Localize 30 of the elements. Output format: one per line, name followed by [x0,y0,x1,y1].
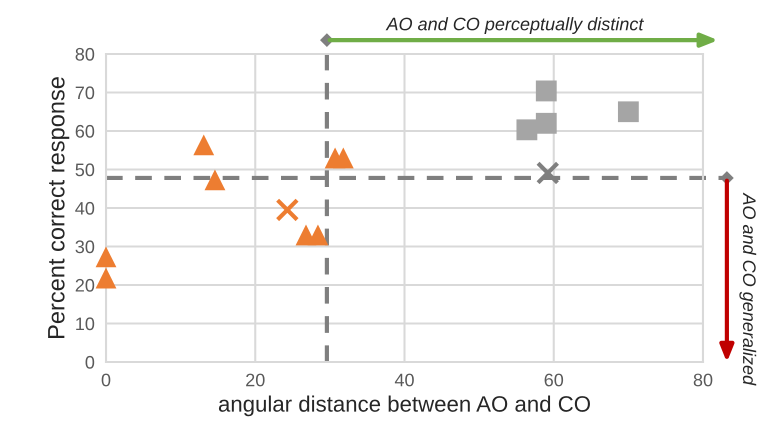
y-tick-label: 50 [76,163,94,176]
x-tick-label: 40 [394,374,414,386]
point [536,161,560,185]
text: AO and CO generalized [739,192,756,386]
y-tick-label: 30 [75,240,94,254]
x-tick-label: 80 [694,374,712,386]
x-tick-label: 20 [246,374,265,386]
y-tick-label: 60 [76,124,94,138]
point [536,80,557,102]
y-tick-label: 80 [76,48,94,61]
point [516,119,538,140]
y-tick-label: 0 [86,356,94,369]
x-axis-title: angular distance between AO and CO [218,396,590,416]
x-tick-label: 0 [102,374,110,386]
y-axis-title: Percent correct response [48,77,70,338]
text: AO and CO perceptually distinct [386,17,644,34]
y-tick-label: 40 [75,202,94,215]
y-tick-label: 20 [76,278,94,292]
y-tick-label: 10 [76,317,94,330]
x-tick-label: 60 [544,374,564,386]
point [193,134,214,156]
y-tick-label: 70 [76,86,94,100]
point [204,169,226,190]
point [536,112,557,134]
point [96,246,116,268]
point [618,101,639,122]
point [96,268,116,288]
point [276,198,300,222]
point [308,224,328,246]
point [332,148,354,168]
